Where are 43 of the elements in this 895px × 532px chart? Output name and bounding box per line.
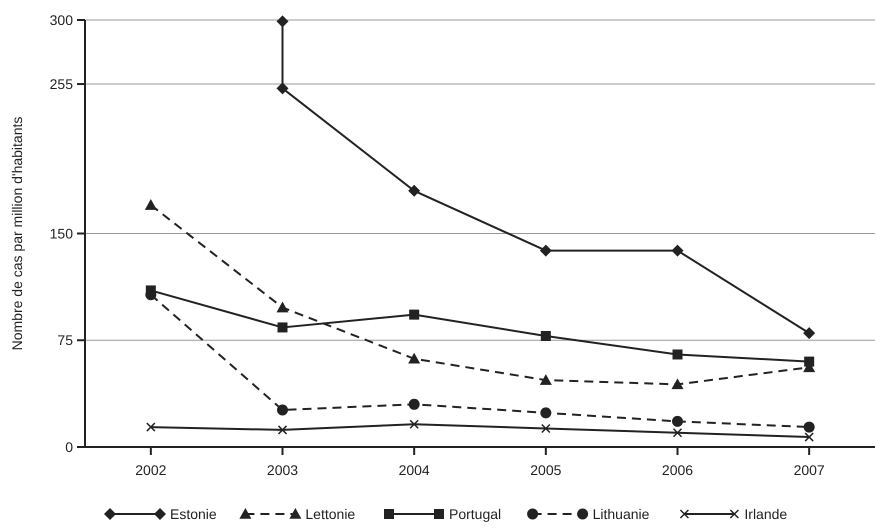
y-tick-label: 0	[65, 438, 74, 455]
point	[146, 422, 156, 432]
point	[804, 432, 814, 442]
point	[144, 199, 157, 210]
x-tick-label: 2003	[266, 462, 298, 478]
point	[408, 398, 420, 410]
point	[540, 407, 552, 418]
point	[804, 422, 815, 433]
legend-label: Estonie	[170, 506, 217, 522]
point	[672, 416, 683, 427]
point	[277, 404, 288, 416]
y-tick-label: 300	[50, 12, 74, 28]
point	[409, 310, 420, 320]
x-tick-label: 2006	[662, 462, 694, 478]
legend-label: Irlande	[744, 506, 788, 522]
point	[672, 378, 684, 390]
y-tick-label: 75	[57, 332, 74, 348]
point	[408, 352, 420, 364]
legend-label: Portugal	[449, 506, 502, 522]
x-tick-label: 2005	[530, 462, 562, 478]
point	[541, 424, 551, 434]
point	[409, 419, 419, 429]
point	[540, 374, 552, 385]
point	[803, 327, 816, 340]
y-axis-title: Nombre de cas par million d'habitants	[9, 116, 25, 350]
legend-label: Lithuanie	[592, 506, 650, 522]
point	[672, 244, 684, 257]
y-tick-label: 150	[50, 225, 74, 242]
y-tick-label: 255	[50, 76, 74, 92]
point	[278, 425, 288, 435]
point	[276, 302, 288, 312]
point	[672, 349, 682, 360]
point	[672, 428, 682, 438]
x-tick-label: 2002	[135, 462, 167, 478]
x-tick-label: 2007	[794, 462, 825, 478]
point	[540, 330, 551, 341]
point	[276, 82, 288, 94]
point	[408, 184, 420, 197]
point	[540, 244, 552, 257]
point	[276, 15, 288, 28]
point	[278, 322, 288, 332]
legend-label: Lettonie	[305, 506, 356, 522]
x-tick-label: 2004	[398, 462, 430, 478]
